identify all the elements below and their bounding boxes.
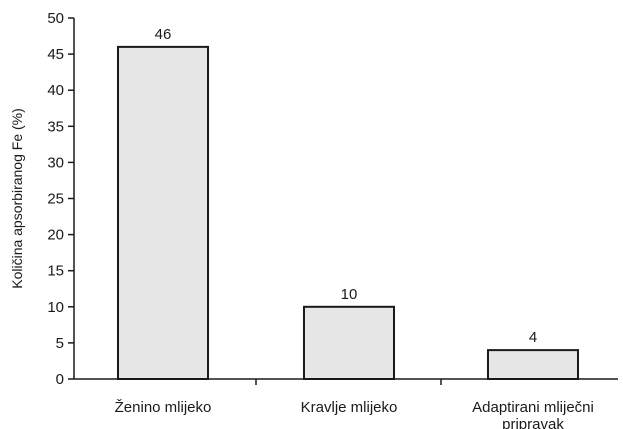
data-label-1: 10 xyxy=(341,286,358,303)
y-tick-label-15: 15 xyxy=(47,263,64,280)
y-tick-label-50: 50 xyxy=(47,10,64,27)
y-tick-label-35: 35 xyxy=(47,118,64,135)
y-tick-label-5: 5 xyxy=(56,335,64,352)
bars-group xyxy=(117,45,579,380)
category-label-2-line-0: Adaptirani mliječni xyxy=(472,399,594,416)
y-tick-label-30: 30 xyxy=(47,154,64,171)
category-label-1: Kravlje mlijeko xyxy=(301,399,398,416)
y-tick-label-20: 20 xyxy=(47,227,64,244)
data-label-0: 46 xyxy=(155,26,172,43)
y-axis-title: Količina apsorbiranog Fe (%) xyxy=(9,108,25,289)
y-tick-label-25: 25 xyxy=(47,191,64,208)
bar-1 xyxy=(303,305,395,380)
bar-0 xyxy=(117,45,209,380)
data-label-2: 4 xyxy=(529,329,537,346)
axes-group xyxy=(68,17,618,385)
y-tick-label-40: 40 xyxy=(47,82,64,99)
y-tick-label-0: 0 xyxy=(56,371,64,388)
y-tick-label-45: 45 xyxy=(47,46,64,63)
y-tick-label-10: 10 xyxy=(47,299,64,316)
category-label-0: Ženino mlijeko xyxy=(115,399,212,416)
bar-2 xyxy=(487,349,579,380)
category-label-2-line-1: pripravak xyxy=(502,416,564,429)
